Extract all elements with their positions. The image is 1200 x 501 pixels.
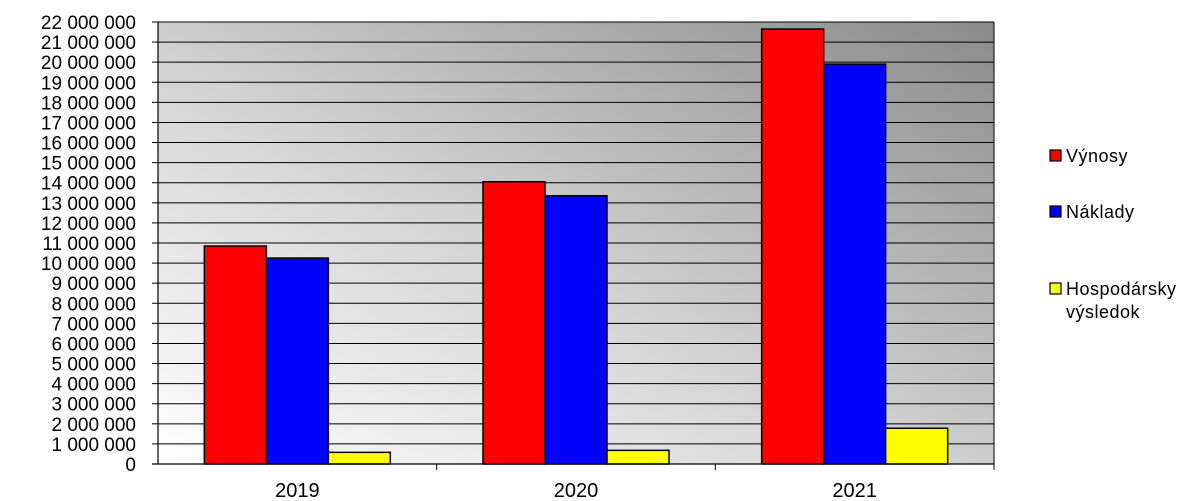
- bars: [203, 28, 949, 465]
- y-tick-label: 2 000 000: [51, 415, 136, 436]
- bar-2019-series-3: [327, 451, 392, 465]
- bar-2019-series-1: [203, 245, 268, 465]
- y-tick-label: 20 000 000: [41, 53, 136, 74]
- y-tick-label: 0: [125, 455, 136, 476]
- legend-label: výsledok: [1066, 302, 1141, 322]
- y-tick-label: 7 000 000: [51, 314, 136, 335]
- bar-2020-series-3: [606, 449, 670, 465]
- y-tick-label: 9 000 000: [51, 274, 136, 295]
- y-tick-label: 16 000 000: [41, 134, 136, 155]
- legend-swatch: [1049, 149, 1062, 162]
- x-tick-label: 2020: [554, 480, 599, 501]
- y-tick-label: 4 000 000: [51, 375, 136, 396]
- x-tick-label: 2021: [832, 480, 877, 501]
- legend: Výnosy Náklady Hospodársky výsledok: [1049, 146, 1177, 322]
- y-tick-label: 15 000 000: [41, 154, 136, 175]
- bar-2021-series-3: [884, 427, 949, 465]
- axes: [152, 21, 995, 470]
- bar-2021-series-2: [822, 63, 887, 465]
- y-tick-label: 10 000 000: [41, 254, 136, 275]
- bar-2020-series-2: [544, 195, 608, 465]
- legend-swatch: [1049, 282, 1062, 295]
- bar-2020-series-1: [482, 180, 546, 465]
- y-tick-label: 21 000 000: [41, 33, 136, 54]
- y-tick-label: 3 000 000: [51, 395, 136, 416]
- bar-2019-series-2: [265, 257, 330, 465]
- y-tick-label: 17 000 000: [41, 113, 136, 134]
- y-tick-label: 13 000 000: [41, 194, 136, 215]
- y-tick-label: 8 000 000: [51, 294, 136, 315]
- y-tick-label: 5 000 000: [51, 355, 136, 376]
- x-tick-label: 2019: [275, 480, 320, 501]
- y-tick-label: 11 000 000: [42, 234, 136, 255]
- y-tick-label: 18 000 000: [41, 93, 136, 114]
- legend-label: Hospodársky: [1066, 279, 1177, 299]
- y-tick-label: 14 000 000: [41, 174, 136, 195]
- legend-label: Výnosy: [1066, 146, 1128, 166]
- legend-swatch: [1049, 205, 1062, 218]
- y-tick-label: 22 000 000: [41, 13, 136, 34]
- bar-2021-series-1: [760, 28, 825, 465]
- y-tick-label: 6 000 000: [51, 334, 136, 355]
- y-tick-label: 12 000 000: [41, 214, 136, 235]
- y-tick-label: 1 000 000: [51, 435, 136, 456]
- y-tick-label: 19 000 000: [41, 73, 136, 94]
- x-axis-tick-labels: 2019 2020 2021: [275, 480, 877, 501]
- legend-label: Náklady: [1066, 202, 1135, 222]
